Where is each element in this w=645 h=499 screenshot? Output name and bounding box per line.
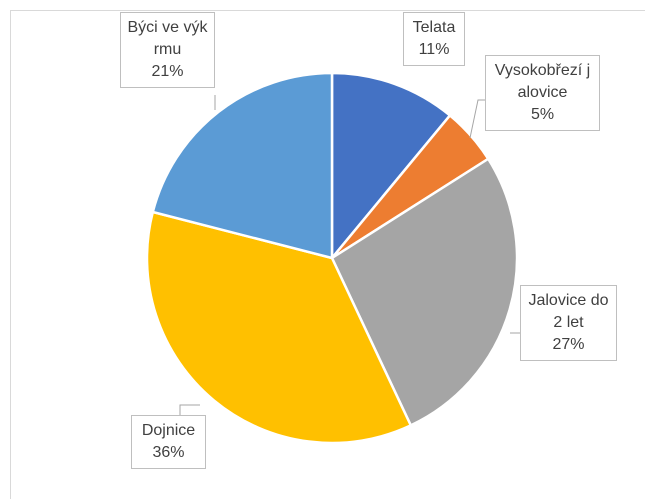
value-label: 5% <box>530 106 555 123</box>
data-label: Vysokobřezí jalovice 5% <box>485 55 600 131</box>
value-label: 27% <box>552 336 585 353</box>
category-name: Telata <box>412 19 456 36</box>
pie-slice <box>330 157 519 428</box>
value-label: 11% <box>418 41 450 58</box>
data-label: Dojnice 36% <box>131 415 206 469</box>
data-label: Telata 11% <box>403 12 465 66</box>
category-name: Jalovice do 2 let <box>528 292 609 331</box>
chart-frame <box>10 10 645 499</box>
category-name: Dojnice <box>141 422 196 439</box>
data-label: Jalovice do 2 let 27% <box>520 285 617 361</box>
pie-slice <box>145 210 413 445</box>
pie-slice <box>330 71 452 262</box>
leader-line <box>179 404 200 415</box>
leader-line <box>469 99 485 139</box>
pie-slice <box>151 71 334 260</box>
category-name: Vysokobřezí jalovice <box>494 62 591 101</box>
value-label: 21% <box>151 63 184 80</box>
data-label: Býci ve výkrmu 21% <box>120 12 215 88</box>
category-name: Býci ve výkrmu <box>127 19 208 58</box>
value-label: 36% <box>152 444 185 461</box>
